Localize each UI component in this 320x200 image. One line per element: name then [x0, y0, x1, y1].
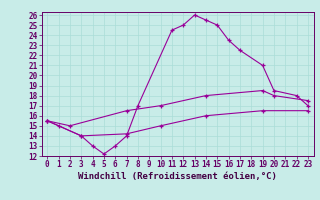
- X-axis label: Windchill (Refroidissement éolien,°C): Windchill (Refroidissement éolien,°C): [78, 172, 277, 181]
